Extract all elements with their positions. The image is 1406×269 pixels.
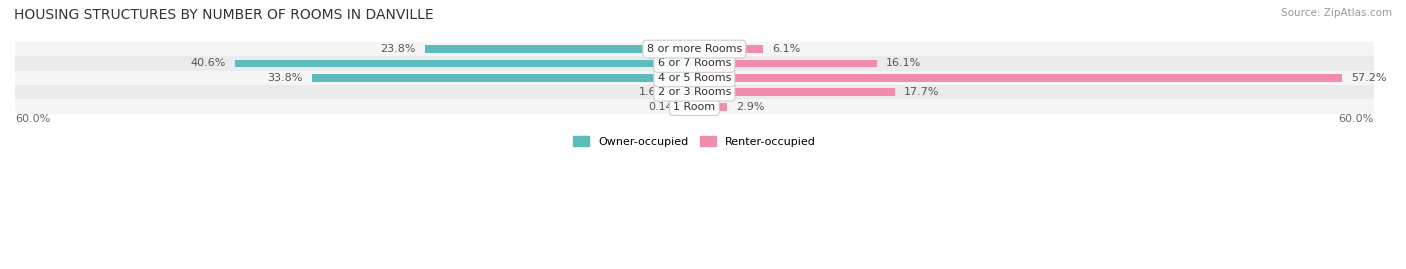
Bar bbox=[235, 59, 695, 68]
Bar bbox=[695, 59, 876, 68]
Text: 17.7%: 17.7% bbox=[904, 87, 939, 97]
Text: 2 or 3 Rooms: 2 or 3 Rooms bbox=[658, 87, 731, 97]
Bar bbox=[15, 99, 1374, 114]
Legend: Owner-occupied, Renter-occupied: Owner-occupied, Renter-occupied bbox=[568, 132, 821, 151]
Text: 8 or more Rooms: 8 or more Rooms bbox=[647, 44, 742, 54]
Bar bbox=[15, 85, 1374, 99]
Text: 40.6%: 40.6% bbox=[190, 58, 225, 68]
Text: 57.2%: 57.2% bbox=[1351, 73, 1386, 83]
Bar bbox=[15, 42, 1374, 56]
Text: 6 or 7 Rooms: 6 or 7 Rooms bbox=[658, 58, 731, 68]
Bar bbox=[15, 56, 1374, 71]
Bar bbox=[695, 88, 894, 96]
Text: 23.8%: 23.8% bbox=[380, 44, 416, 54]
Text: 6.1%: 6.1% bbox=[772, 44, 800, 54]
Text: 60.0%: 60.0% bbox=[15, 114, 51, 124]
Text: 2.9%: 2.9% bbox=[737, 102, 765, 112]
Bar bbox=[15, 71, 1374, 85]
Bar bbox=[695, 74, 1341, 82]
Text: 4 or 5 Rooms: 4 or 5 Rooms bbox=[658, 73, 731, 83]
Bar bbox=[312, 74, 695, 82]
Bar bbox=[425, 45, 695, 53]
Text: HOUSING STRUCTURES BY NUMBER OF ROOMS IN DANVILLE: HOUSING STRUCTURES BY NUMBER OF ROOMS IN… bbox=[14, 8, 433, 22]
Text: 33.8%: 33.8% bbox=[267, 73, 302, 83]
Text: 1 Room: 1 Room bbox=[673, 102, 716, 112]
Text: 0.14%: 0.14% bbox=[648, 102, 683, 112]
Bar bbox=[695, 45, 763, 53]
Text: Source: ZipAtlas.com: Source: ZipAtlas.com bbox=[1281, 8, 1392, 18]
Text: 16.1%: 16.1% bbox=[886, 58, 921, 68]
Bar bbox=[693, 102, 695, 111]
Text: 60.0%: 60.0% bbox=[1339, 114, 1374, 124]
Bar bbox=[695, 102, 727, 111]
Text: 1.6%: 1.6% bbox=[638, 87, 668, 97]
Bar bbox=[676, 88, 695, 96]
